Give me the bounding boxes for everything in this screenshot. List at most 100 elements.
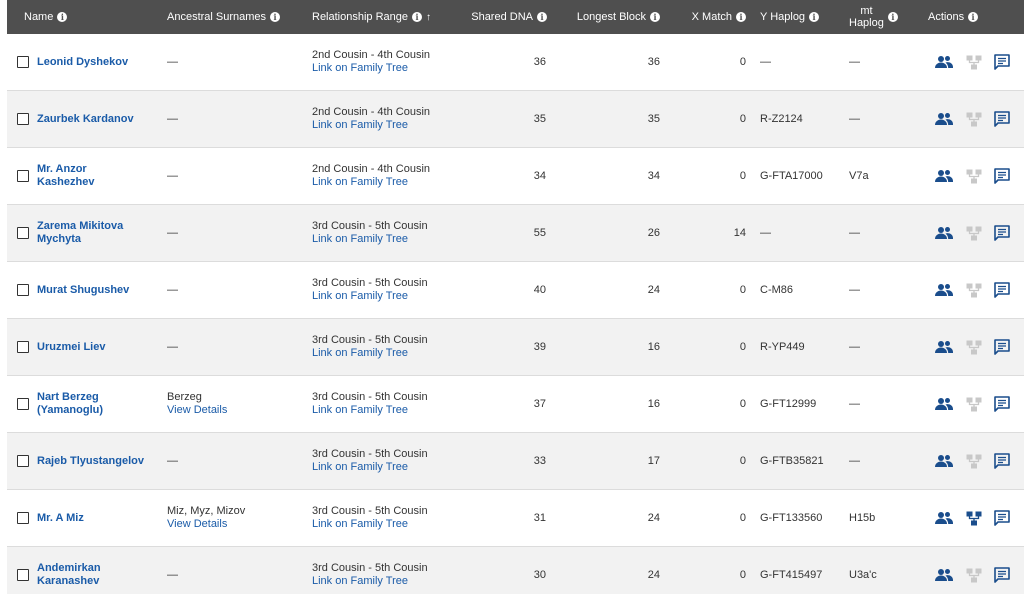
- info-icon[interactable]: i: [650, 12, 660, 22]
- family-tree-button[interactable]: [966, 148, 982, 204]
- longest-block-cell: 24: [557, 262, 660, 318]
- message-button[interactable]: [994, 376, 1010, 432]
- people-icon: [935, 226, 953, 240]
- family-tree-button[interactable]: [966, 205, 982, 261]
- profile-button[interactable]: [935, 433, 953, 489]
- view-details-link[interactable]: View Details: [167, 518, 228, 530]
- row-checkbox[interactable]: [17, 569, 29, 581]
- table-header: Name i Ancestral Surnames i Relationship R…: [7, 0, 1024, 34]
- profile-button[interactable]: [935, 148, 953, 204]
- family-tree-icon: [966, 340, 982, 355]
- message-button[interactable]: [994, 547, 1010, 594]
- family-tree-button[interactable]: [966, 376, 982, 432]
- family-tree-button[interactable]: [966, 319, 982, 375]
- column-header-shared-dna[interactable]: Shared DNA i: [457, 0, 547, 34]
- family-tree-button[interactable]: [966, 433, 982, 489]
- profile-button[interactable]: [935, 376, 953, 432]
- column-header-surnames[interactable]: Ancestral Surnames i: [167, 0, 281, 34]
- match-name-link[interactable]: Mr. A Miz: [37, 511, 84, 524]
- x-match-value: 0: [739, 170, 746, 182]
- relationship-cell: 3rd Cousin - 5th Cousin Link on Family Tr…: [312, 490, 428, 546]
- info-icon[interactable]: i: [57, 12, 68, 22]
- info-icon[interactable]: i: [809, 12, 820, 22]
- row-checkbox[interactable]: [17, 341, 29, 353]
- match-name-link[interactable]: Leonid Dyshekov: [37, 55, 129, 68]
- info-icon[interactable]: i: [968, 12, 979, 22]
- link-on-family-tree[interactable]: Link on Family Tree: [312, 404, 408, 416]
- column-header-name[interactable]: Name i: [24, 0, 68, 34]
- row-checkbox[interactable]: [17, 455, 29, 467]
- family-tree-button[interactable]: [966, 34, 982, 90]
- match-name-link[interactable]: Zaurbek Kardanov: [37, 112, 134, 125]
- message-button[interactable]: [994, 319, 1010, 375]
- match-name-link[interactable]: Mr. Anzor Kashezhev: [37, 163, 95, 188]
- row-checkbox[interactable]: [17, 56, 29, 68]
- link-on-family-tree[interactable]: Link on Family Tree: [312, 347, 408, 359]
- profile-button[interactable]: [935, 547, 953, 594]
- match-name-link[interactable]: Rajeb Tlyustangelov: [37, 454, 144, 467]
- match-name-link[interactable]: Uruzmei Liev: [37, 340, 106, 353]
- x-match-cell: 0: [667, 433, 746, 489]
- row-checkbox[interactable]: [17, 113, 29, 125]
- surnames-block: —: [167, 170, 178, 183]
- column-header-x-match[interactable]: X Match i: [667, 0, 746, 34]
- info-icon[interactable]: i: [270, 12, 281, 22]
- column-header-mt-haplog[interactable]: mt Haplog i: [849, 0, 898, 34]
- column-header-y-haplog[interactable]: Y Haplog i: [760, 0, 820, 34]
- profile-button[interactable]: [935, 91, 953, 147]
- link-on-family-tree[interactable]: Link on Family Tree: [312, 461, 408, 473]
- message-icon: [994, 339, 1010, 355]
- profile-button[interactable]: [935, 205, 953, 261]
- message-button[interactable]: [994, 262, 1010, 318]
- match-name-link[interactable]: Andemirkan Karanashev: [37, 562, 101, 587]
- message-button[interactable]: [994, 91, 1010, 147]
- column-header-longest-block[interactable]: Longest Block i: [557, 0, 660, 34]
- shared-dna-cell: 39: [457, 319, 546, 375]
- row-checkbox[interactable]: [17, 284, 29, 296]
- mt-haplog-cell: —: [849, 91, 860, 147]
- link-on-family-tree[interactable]: Link on Family Tree: [312, 233, 408, 245]
- match-name-link[interactable]: Zarema Mikitova Mychyta: [37, 220, 124, 245]
- info-icon[interactable]: i: [537, 12, 547, 22]
- family-tree-button[interactable]: [966, 547, 982, 594]
- match-name-link[interactable]: Nart Berzeg (Yamanoglu): [37, 391, 104, 416]
- family-tree-button[interactable]: [966, 490, 982, 546]
- y-haplog-value: R-YP449: [760, 341, 805, 353]
- relationship-block: 3rd Cousin - 5th Cousin Link on Family Tr…: [312, 562, 428, 588]
- message-button[interactable]: [994, 490, 1010, 546]
- name-cell: Andemirkan Karanashev: [37, 547, 147, 594]
- sort-ascending-icon[interactable]: ↑: [426, 11, 432, 23]
- row-checkbox[interactable]: [17, 398, 29, 410]
- profile-button[interactable]: [935, 490, 953, 546]
- info-icon[interactable]: i: [887, 12, 898, 22]
- info-icon[interactable]: i: [412, 12, 423, 22]
- profile-button[interactable]: [935, 262, 953, 318]
- view-details-link[interactable]: View Details: [167, 404, 228, 416]
- link-on-family-tree[interactable]: Link on Family Tree: [312, 575, 408, 587]
- name-cell: Mr. A Miz: [37, 490, 147, 546]
- match-table-body: Leonid Dyshekov —2nd Cousin - 4th Cousin L…: [7, 34, 1024, 594]
- link-on-family-tree[interactable]: Link on Family Tree: [312, 518, 408, 530]
- row-checkbox[interactable]: [17, 170, 29, 182]
- profile-button[interactable]: [935, 34, 953, 90]
- row-checkbox[interactable]: [17, 227, 29, 239]
- family-tree-button[interactable]: [966, 91, 982, 147]
- shared-dna-cell: 40: [457, 262, 546, 318]
- info-icon[interactable]: i: [736, 12, 746, 22]
- message-button[interactable]: [994, 205, 1010, 261]
- row-checkbox[interactable]: [17, 512, 29, 524]
- family-tree-button[interactable]: [966, 262, 982, 318]
- link-on-family-tree[interactable]: Link on Family Tree: [312, 119, 408, 131]
- message-button[interactable]: [994, 433, 1010, 489]
- message-button[interactable]: [994, 148, 1010, 204]
- shared-dna-cell: 36: [457, 34, 546, 90]
- link-on-family-tree[interactable]: Link on Family Tree: [312, 290, 408, 302]
- message-button[interactable]: [994, 34, 1010, 90]
- link-on-family-tree[interactable]: Link on Family Tree: [312, 62, 408, 74]
- select-cell: [17, 205, 29, 261]
- profile-button[interactable]: [935, 319, 953, 375]
- select-cell: [17, 91, 29, 147]
- column-header-relationship[interactable]: Relationship Range i ↑: [312, 0, 431, 34]
- link-on-family-tree[interactable]: Link on Family Tree: [312, 176, 408, 188]
- match-name-link[interactable]: Murat Shugushev: [37, 283, 130, 296]
